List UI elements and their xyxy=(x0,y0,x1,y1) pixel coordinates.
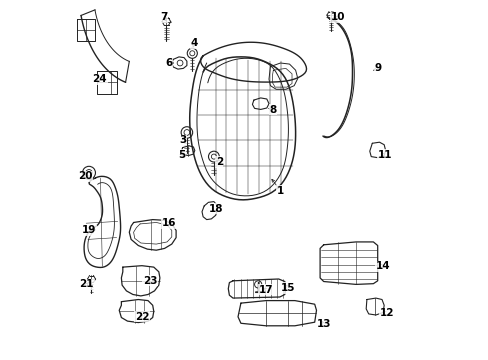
Text: 2: 2 xyxy=(215,157,223,167)
Text: 11: 11 xyxy=(377,150,391,160)
Text: 6: 6 xyxy=(165,58,172,68)
Text: 8: 8 xyxy=(269,105,276,115)
Text: 12: 12 xyxy=(379,308,393,318)
Text: 3: 3 xyxy=(179,135,186,145)
Text: 24: 24 xyxy=(92,74,107,84)
Text: 4: 4 xyxy=(190,38,197,48)
Text: 15: 15 xyxy=(280,283,294,293)
Text: 13: 13 xyxy=(316,319,330,329)
Text: 19: 19 xyxy=(81,225,96,235)
Text: 1: 1 xyxy=(276,186,284,196)
Text: 18: 18 xyxy=(208,204,223,214)
Text: 9: 9 xyxy=(373,63,381,73)
Text: 5: 5 xyxy=(178,150,185,160)
Text: 16: 16 xyxy=(162,218,176,228)
Text: 23: 23 xyxy=(142,276,157,286)
Text: 17: 17 xyxy=(258,285,273,295)
Text: 7: 7 xyxy=(160,12,167,22)
Text: 10: 10 xyxy=(330,12,345,22)
Text: 21: 21 xyxy=(80,279,94,289)
Text: 14: 14 xyxy=(375,261,389,271)
Text: 20: 20 xyxy=(78,171,92,181)
Text: 22: 22 xyxy=(134,312,149,322)
